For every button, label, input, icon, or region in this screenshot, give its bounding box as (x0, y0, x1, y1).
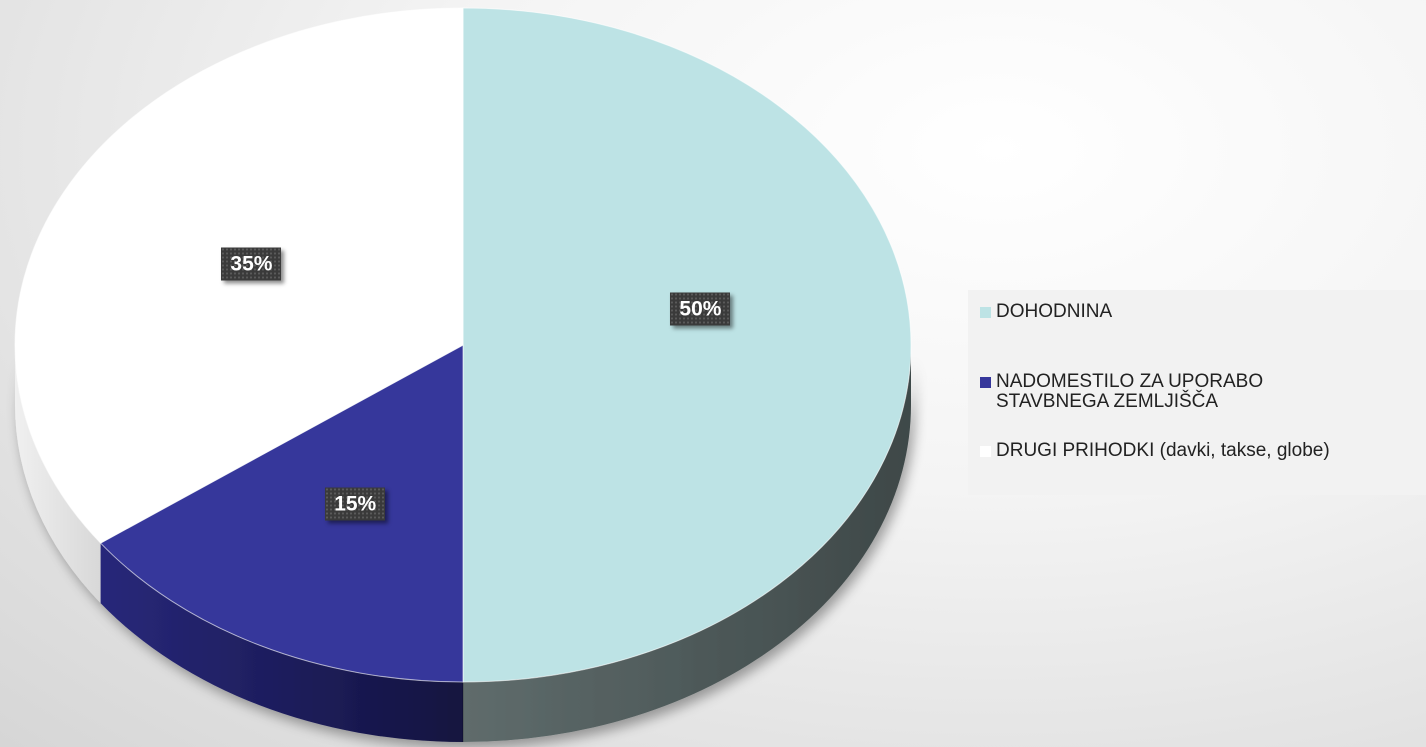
data-label-2: 35% (221, 247, 282, 281)
legend-label: DOHODNINA (996, 301, 1113, 322)
pie-slice-0 (462, 7, 912, 683)
legend-item-dohodnina: DOHODNINA (980, 302, 1112, 322)
pie-slice-1 (99, 344, 464, 683)
legend: DOHODNINA NADOMESTILO ZA UPORABO STAVBNE… (968, 290, 1426, 495)
legend-swatch (980, 377, 991, 388)
pie-side-0 (463, 345, 911, 742)
legend-item-drugi-prihodki: DRUGI PRIHODKI (davki, takse, globe) (980, 441, 1330, 461)
legend-swatch (980, 307, 991, 318)
legend-item-nadomestilo: NADOMESTILO ZA UPORABO STAVBNEGA ZEMLJIŠ… (980, 372, 1263, 412)
pie-side-2 (15, 345, 101, 604)
legend-swatch (980, 446, 991, 457)
data-label-1: 15% (325, 487, 386, 521)
pie-side-1 (100, 543, 463, 742)
pie-3d-sides (15, 345, 911, 742)
legend-label: NADOMESTILO ZA UPORABO STAVBNEGA ZEMLJIŠ… (996, 371, 1264, 412)
pie-slices (14, 7, 912, 683)
data-label-0: 50% (670, 292, 731, 326)
legend-label: DRUGI PRIHODKI (davki, takse, globe) (996, 440, 1330, 461)
